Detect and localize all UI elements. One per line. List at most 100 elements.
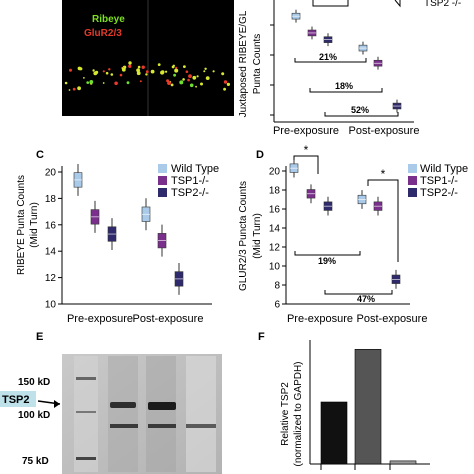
punctum-dot — [160, 70, 165, 75]
ladder-band-100 — [76, 411, 96, 413]
punctum-dot — [72, 87, 76, 91]
punctum-dot — [171, 65, 175, 69]
ytick-label: 20 — [269, 167, 281, 178]
punctum-dot — [136, 68, 141, 73]
annotation-21: 21% — [319, 52, 337, 62]
panel-e: E 150 kD TSP2 100 kD 75 kD — [0, 331, 222, 474]
punctum-dot — [145, 70, 149, 74]
panel-d: D GLUR2/3 Puncta Counts (Mid Turn) 6 8 10 1… — [238, 143, 468, 325]
punctum-dot — [157, 63, 161, 66]
bracket-top — [312, 0, 349, 7]
panel-b-xlabel-post: Post-exposure — [349, 125, 420, 137]
panel-c: C RIBEYE Punta Counts (Mid Turn) 1012141… — [16, 149, 219, 325]
legend-swatch-tsp2 — [158, 188, 167, 197]
legend-d-wt: Wild Type — [420, 163, 468, 175]
ytick-label: 14 — [269, 224, 281, 235]
panel-d-xlabel-post: Post-exposure — [357, 313, 428, 325]
bracket-52 — [324, 112, 399, 117]
punctum-dot — [175, 66, 178, 69]
legend-swatch-tsp1 — [158, 176, 167, 185]
punctum-dot — [141, 65, 145, 69]
panel-e-letter: E — [36, 331, 43, 343]
bracket-star1 — [293, 155, 319, 174]
punctum-dot — [226, 82, 230, 86]
legend-d-swatch-tsp1 — [408, 176, 417, 185]
punctum-dot — [173, 73, 177, 77]
annotation-star1: * — [304, 143, 309, 157]
bracket-21 — [294, 58, 367, 63]
punctum-dot — [114, 81, 118, 86]
punctum-dot — [139, 80, 142, 83]
legend-d-swatch-wt — [408, 164, 417, 173]
bar-2 — [354, 348, 382, 465]
legend-d-swatch-tsp2 — [408, 188, 417, 197]
panel-f: F Relative TSP2 (normalized to GAPDH) — [258, 331, 430, 470]
panel-c-ylabel-line2: (Mid Turn) — [29, 202, 40, 248]
punctum-dot — [105, 71, 109, 75]
ytick-label: 18 — [45, 194, 57, 205]
punctum-dot — [102, 82, 105, 84]
panel-c-ylabel-line1: RIBEYE Punta Counts — [16, 175, 27, 275]
ytick-label: 10 — [269, 262, 281, 273]
ytick-label: 6 — [274, 300, 280, 311]
legend-d-tsp1: TSP1-/- — [420, 175, 458, 187]
band-lower-lane3 — [148, 424, 176, 428]
blot-lane-3 — [146, 356, 176, 472]
ytick-label: 14 — [45, 247, 57, 258]
blot-lane-4 — [186, 356, 216, 472]
legend-swatch-wt — [158, 164, 167, 173]
punctum-dot — [203, 70, 206, 73]
punctum-dot — [183, 65, 186, 68]
panel-f-bars — [320, 348, 417, 465]
ytick-label: 18 — [269, 186, 281, 197]
tsp2-arrow-head — [54, 400, 60, 408]
ribeye-label: Ribeye — [92, 14, 125, 25]
bar-3 — [389, 460, 417, 465]
bar-1 — [320, 401, 348, 465]
ytick-label: 20 — [45, 168, 57, 179]
panel-d-boxes — [289, 158, 401, 289]
annotation-52: 52% — [351, 105, 369, 115]
band-tsp2-lane2 — [110, 402, 136, 408]
punctum-dot — [189, 83, 194, 88]
panel-c-xlabel-pre: Pre-exposure — [67, 313, 133, 325]
bracket-18 — [309, 88, 383, 93]
panel-c-xlabel-post: Post-exposure — [133, 313, 204, 325]
punctum-dot — [196, 75, 199, 78]
puncta-dots — [64, 61, 230, 91]
legend-tsp2: TSP2-/- — [171, 187, 209, 199]
punctum-dot — [128, 61, 132, 65]
punctum-dot — [182, 78, 185, 81]
punctum-dot — [188, 74, 192, 78]
panel-b: Juxtaposed RIBEYE/GL Punta Counts 21% 18… — [238, 0, 461, 137]
panel-f-letter: F — [258, 331, 265, 343]
punctum-dot — [83, 77, 85, 79]
punctum-dot — [93, 71, 98, 76]
panel-d-letter: D — [256, 149, 264, 161]
panel-c-ticks: 10 12 14 16 18 20 — [45, 168, 62, 311]
panel-d-xlabel-pre: Pre-exposure — [287, 313, 353, 325]
tsp2-label: TSP2 — [2, 394, 30, 406]
ladder-band-75 — [76, 457, 96, 460]
bracket-top-right — [394, 0, 401, 8]
punctum-dot — [102, 70, 105, 73]
punctum-dot — [121, 67, 124, 70]
punctum-dot — [136, 71, 141, 76]
annotation-star2: * — [381, 167, 386, 181]
panel-c-boxes — [73, 163, 184, 295]
punctum-dot — [110, 73, 114, 76]
glur-label: GluR2/3 — [84, 28, 122, 39]
ladder-band-150 — [76, 377, 96, 380]
punctum-dot — [221, 72, 225, 76]
punctum-dot — [64, 81, 68, 85]
punctum-dot — [86, 81, 89, 84]
punctum-dot — [195, 85, 198, 88]
punctum-dot — [137, 65, 141, 69]
annotation-47: 47% — [357, 294, 375, 304]
ytick-label: 10 — [45, 300, 57, 311]
legend-wt: Wild Type — [171, 163, 219, 175]
panel-b-ylabel-line2: Punta Counts — [252, 34, 263, 95]
punctum-dot — [205, 76, 210, 80]
marker-100-label: 100 kD — [18, 410, 50, 421]
marker-75-label: 75 kD — [22, 456, 49, 467]
